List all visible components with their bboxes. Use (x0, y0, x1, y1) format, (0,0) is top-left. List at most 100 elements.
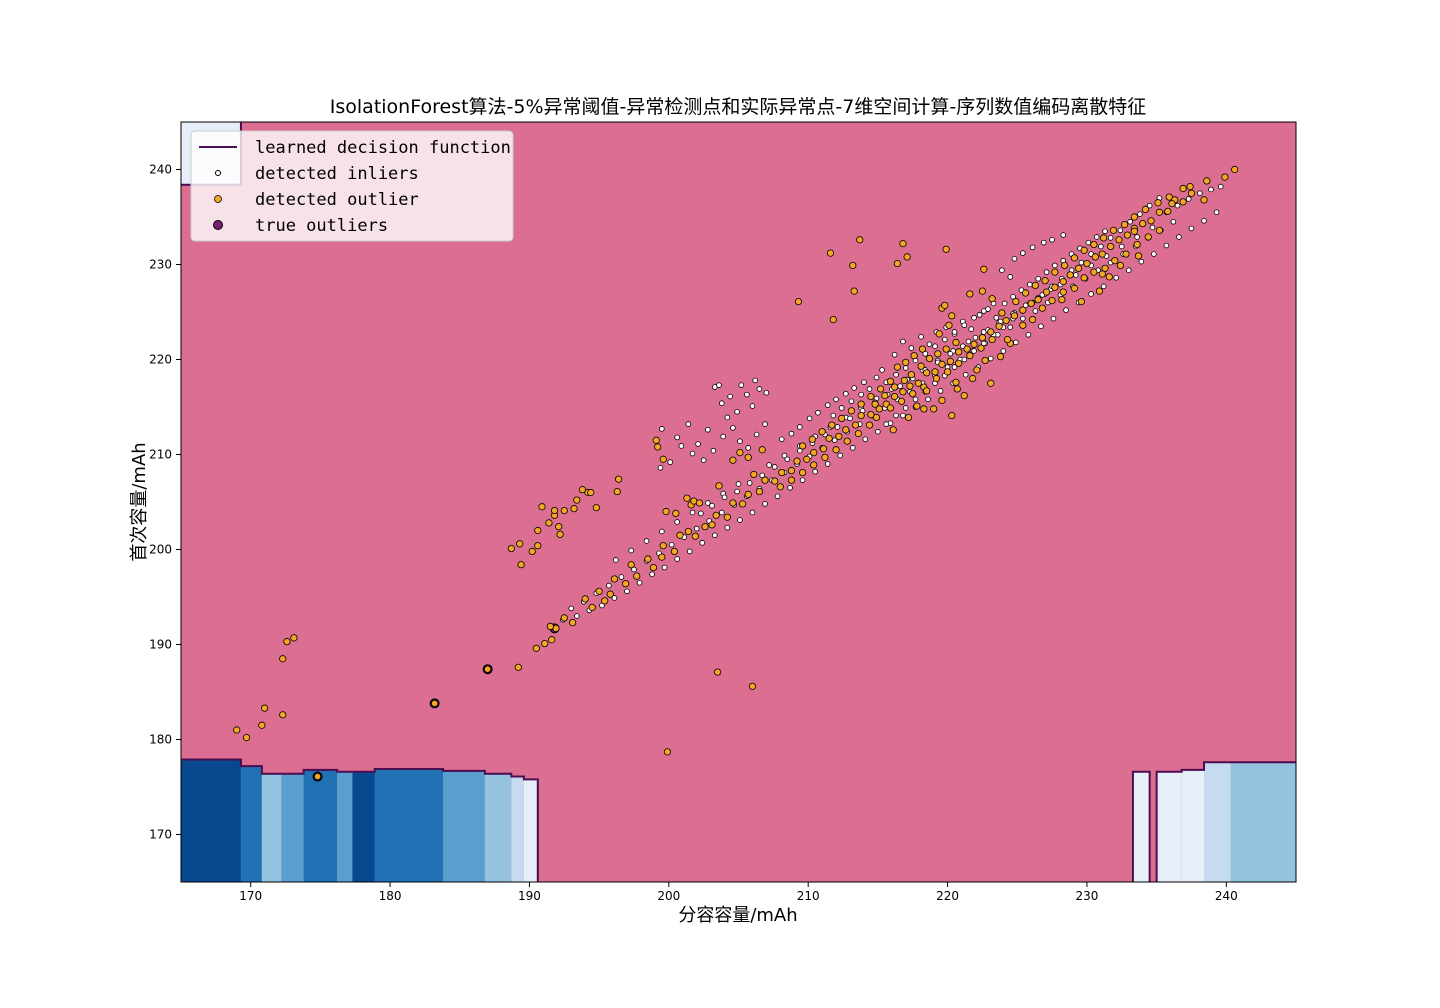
inlier-point (1100, 283, 1107, 290)
outlier-point (712, 511, 720, 519)
outlier-point (736, 448, 744, 457)
outlier-point (507, 544, 515, 553)
outlier-point (1028, 315, 1037, 324)
inlier-point (1011, 255, 1018, 262)
outlier-point (931, 368, 939, 376)
inlier-point (1072, 272, 1079, 278)
decision-boundary-bottom-right (1131, 761, 1296, 882)
outlier-point (1231, 165, 1239, 174)
outlier-point (659, 455, 667, 463)
outlier-point (1042, 288, 1051, 296)
outlier-point (560, 614, 568, 622)
inlier-point (759, 472, 765, 479)
outlier-point (923, 387, 931, 395)
inlier-point (699, 540, 706, 546)
outlier-point (835, 432, 843, 441)
inlier-point (613, 557, 619, 563)
inlier-point (875, 428, 881, 435)
inlier-point (1010, 293, 1016, 300)
outlier-point (943, 368, 952, 376)
inlier-point (1197, 190, 1203, 197)
outlier-point (1101, 264, 1109, 272)
outlier-point (652, 436, 660, 444)
outlier-point (1002, 316, 1010, 325)
outlier-point (1155, 208, 1164, 216)
outlier-point (1059, 288, 1067, 296)
inlier-point (1032, 308, 1039, 314)
inlier-point (999, 267, 1005, 274)
outlier-point (1058, 296, 1066, 304)
outlier-point (952, 338, 960, 346)
inlier-point (710, 447, 717, 454)
inlier-point (784, 456, 791, 463)
inlier-point (815, 409, 821, 416)
outlier-point (893, 363, 901, 371)
outlier-point (601, 597, 609, 605)
x-tick-label: 180 (379, 889, 402, 903)
outlier-point (803, 455, 811, 463)
outlier-point (787, 467, 796, 475)
outlier-point (290, 634, 298, 642)
outlier-point (1141, 205, 1150, 213)
region-band (484, 773, 512, 882)
outlier-point (313, 772, 322, 781)
inlier-point (833, 396, 839, 403)
outlier-point (1111, 257, 1119, 265)
inlier-point (972, 334, 979, 341)
outlier-point (886, 404, 895, 412)
inlier-point (797, 424, 803, 430)
outlier-point (545, 519, 553, 527)
inlier-point (847, 415, 853, 422)
outlier-point (659, 542, 667, 550)
inlier-point (873, 374, 880, 381)
inlier-point (862, 436, 869, 443)
inlier-point (897, 383, 903, 389)
inlier-point (674, 556, 680, 562)
outlier-point (1038, 304, 1046, 312)
inlier-point (686, 548, 693, 555)
region-band (337, 771, 353, 882)
inlier-point (678, 443, 685, 449)
outlier-point (776, 483, 784, 491)
x-axis-label: 分容容量/mAh (678, 905, 797, 926)
inlier-point (830, 412, 837, 419)
inlier-point (698, 510, 704, 517)
outlier-point (755, 487, 764, 496)
outlier-point (903, 253, 911, 261)
outlier-point (644, 555, 652, 563)
inlier-point (1093, 234, 1100, 240)
inlier-point (744, 391, 750, 398)
outlier-point (1120, 221, 1129, 229)
outlier-point (920, 405, 928, 413)
x-tick-label: 200 (657, 889, 680, 903)
outlier-point (534, 526, 542, 535)
inlier-point (734, 408, 740, 415)
outlier-point (758, 446, 766, 454)
inlier-point (730, 425, 736, 431)
outlier-point (945, 321, 953, 329)
inlier-point (965, 338, 972, 345)
outlier-point (627, 561, 635, 569)
inlier-point (1163, 242, 1170, 249)
inlier-point (1170, 218, 1177, 225)
outlier-point (654, 443, 662, 451)
outlier-point (761, 476, 769, 484)
inlier-point (606, 582, 612, 589)
inlier-point (724, 414, 731, 421)
inlier-point (745, 445, 752, 451)
outlier-point (838, 414, 846, 422)
outlier-point (1090, 240, 1098, 249)
outlier-point (683, 494, 691, 502)
outlier-point (899, 388, 907, 396)
inlier-point (1020, 250, 1026, 256)
inlier-point (599, 602, 605, 609)
outlier-point (914, 379, 922, 387)
outlier-point (695, 499, 704, 507)
outlier-point (658, 553, 666, 561)
outlier-point (1154, 199, 1162, 207)
outlier-point (622, 580, 630, 588)
inlier-point (806, 415, 813, 422)
outlier-point (948, 312, 956, 320)
inlier-point (968, 326, 975, 332)
inlier-point (908, 345, 915, 351)
